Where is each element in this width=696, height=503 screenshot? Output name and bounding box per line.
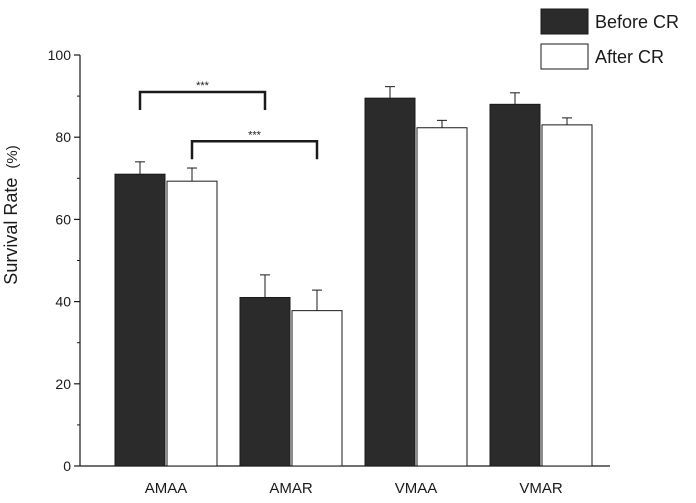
y-axis-label-text: Survival Rate — [1, 178, 21, 285]
legend-swatch-before — [540, 8, 589, 35]
y-axis-label: Survival Rate (%) — [1, 145, 21, 284]
bar-vmar-before — [489, 103, 541, 467]
bar-vmaa-before — [364, 97, 416, 467]
y-tick-label: 40 — [55, 294, 71, 310]
significance-brackets: *** *** — [138, 80, 319, 160]
y-tick-label: 0 — [63, 458, 71, 474]
x-tick-label: VMAA — [395, 480, 438, 497]
x-tick-label: AMAR — [269, 480, 313, 497]
category-labels: AMAA AMAR VMAA VMAR — [145, 480, 563, 497]
legend-swatch-after — [540, 43, 589, 70]
y-tick-label: 60 — [55, 211, 71, 227]
significance-label: *** — [196, 80, 210, 92]
x-tick-label: VMAR — [519, 480, 563, 497]
x-tick-label: AMAA — [145, 480, 188, 497]
legend-label-after: After CR — [595, 47, 664, 67]
significance-bracket — [190, 140, 319, 160]
significance-bracket — [138, 90, 267, 110]
bar-amaa-before — [114, 173, 166, 467]
bars — [114, 86, 593, 467]
y-axis-label-unit: (%) — [4, 145, 21, 168]
significance-label: *** — [248, 129, 262, 141]
bar-amar-after — [291, 310, 343, 467]
y-tick-label: 100 — [48, 47, 72, 63]
y-tick-label: 20 — [55, 376, 71, 392]
legend-label-before: Before CR — [595, 12, 679, 32]
y-ticks: 0 20 40 60 80 100 — [48, 47, 80, 474]
legend: Before CR After CR — [540, 8, 679, 70]
bar-amar-before — [239, 296, 291, 467]
bar-vmar-after — [541, 124, 593, 467]
y-tick-label: 80 — [55, 129, 71, 145]
bar-vmaa-after — [416, 127, 468, 467]
bar-amaa-after — [166, 180, 218, 467]
